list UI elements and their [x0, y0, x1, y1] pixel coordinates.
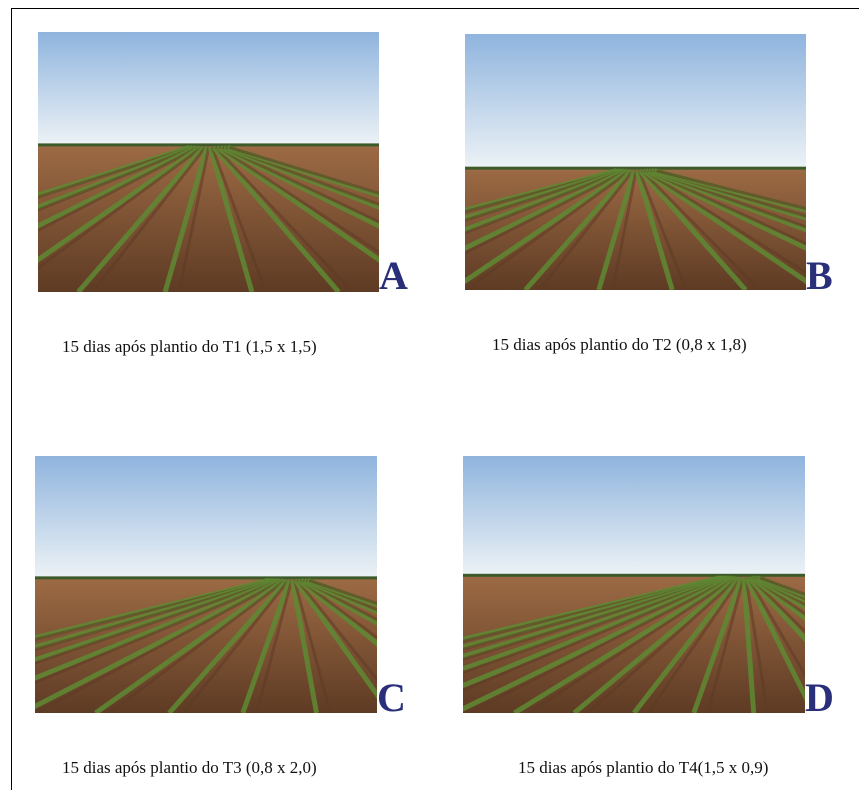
- figure-frame: [11, 8, 859, 790]
- caption-b: 15 dias após plantio do T2 (0,8 x 1,8): [492, 335, 747, 354]
- panel-letter-a: A: [379, 253, 408, 298]
- panel-letter-d: D: [805, 675, 834, 720]
- field-photo-a: [38, 32, 379, 292]
- caption-c: 15 dias após plantio do T3 (0,8 x 2,0): [62, 758, 317, 777]
- field-photo-c: [35, 456, 377, 713]
- caption-a: 15 dias após plantio do T1 (1,5 x 1,5): [62, 337, 317, 356]
- panel-letter-c: C: [377, 675, 406, 720]
- caption-d: 15 dias após plantio do T4(1,5 x 0,9): [518, 758, 769, 777]
- field-photo-d: [463, 456, 805, 713]
- panel-letter-b: B: [806, 253, 833, 298]
- field-photo-b: [465, 34, 806, 290]
